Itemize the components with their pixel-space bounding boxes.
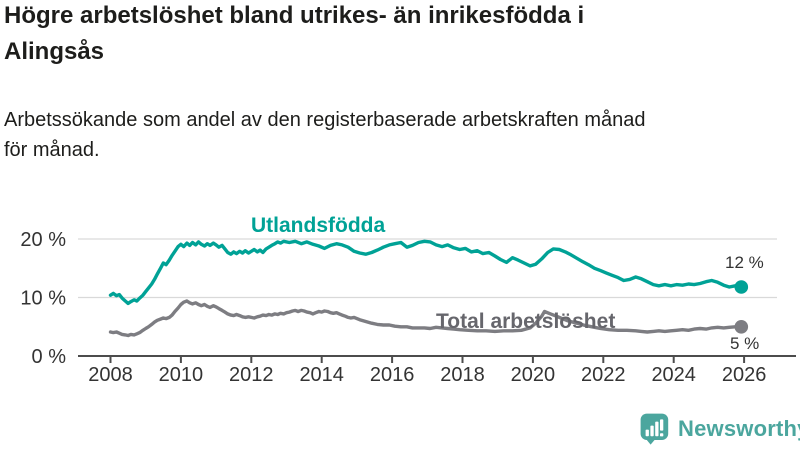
x-axis-tick-label: 2016 (370, 364, 415, 386)
series-end-dot-utlandsf-dda (734, 280, 749, 294)
x-axis-tick-label: 2014 (299, 364, 344, 386)
newsworthy-logo-icon (640, 413, 669, 445)
bar-chart-speech-bubble-icon (640, 413, 669, 445)
series-line-total-arbetsl-shet (108, 299, 743, 338)
x-axis-tick-label: 2020 (511, 364, 556, 386)
end-value-label-total-arbetsloshet: 5 % (730, 334, 760, 353)
chart-title: Högre arbetslöshet bland utrikes- än inr… (4, 0, 764, 70)
x-axis-tick-label: 2012 (229, 364, 274, 386)
x-axis-tick-label: 2022 (581, 364, 626, 386)
x-axis-tick-label: 2008 (88, 364, 133, 386)
chart-title-line2: Alingsås (4, 38, 105, 65)
chart-subtitle: Arbetssökande som andel av den registerb… (4, 105, 764, 165)
end-value-label-utlandsfodda: 12 % (725, 253, 764, 272)
y-axis-tick-label: 0 % (32, 346, 67, 368)
series-end-dot-total-arbetsl-shet (734, 320, 749, 334)
x-axis-tick-label: 2010 (159, 364, 204, 386)
y-axis-tick-label: 10 % (20, 288, 66, 310)
series-line-utlandsf-dda (108, 239, 743, 306)
series-label-total-arbetsloshet: Total arbetslöshet (436, 310, 616, 333)
x-axis-tick-label: 2024 (651, 364, 696, 386)
x-axis-tick-label: 2026 (722, 364, 767, 386)
chart-title-line1: Högre arbetslöshet bland utrikes- än inr… (4, 2, 585, 29)
chart-subtitle-line2: för månad. (4, 139, 100, 161)
x-axis-tick-label: 2018 (440, 364, 485, 386)
y-axis-tick-label: 20 % (20, 229, 66, 251)
newsworthy-logo[interactable]: Newsworthy (640, 413, 800, 445)
newsworthy-logo-text: Newsworthy (678, 416, 800, 441)
chart-subtitle-line1: Arbetssökande som andel av den registerb… (4, 109, 646, 131)
series-label-utlandsfodda: Utlandsfödda (251, 214, 386, 237)
